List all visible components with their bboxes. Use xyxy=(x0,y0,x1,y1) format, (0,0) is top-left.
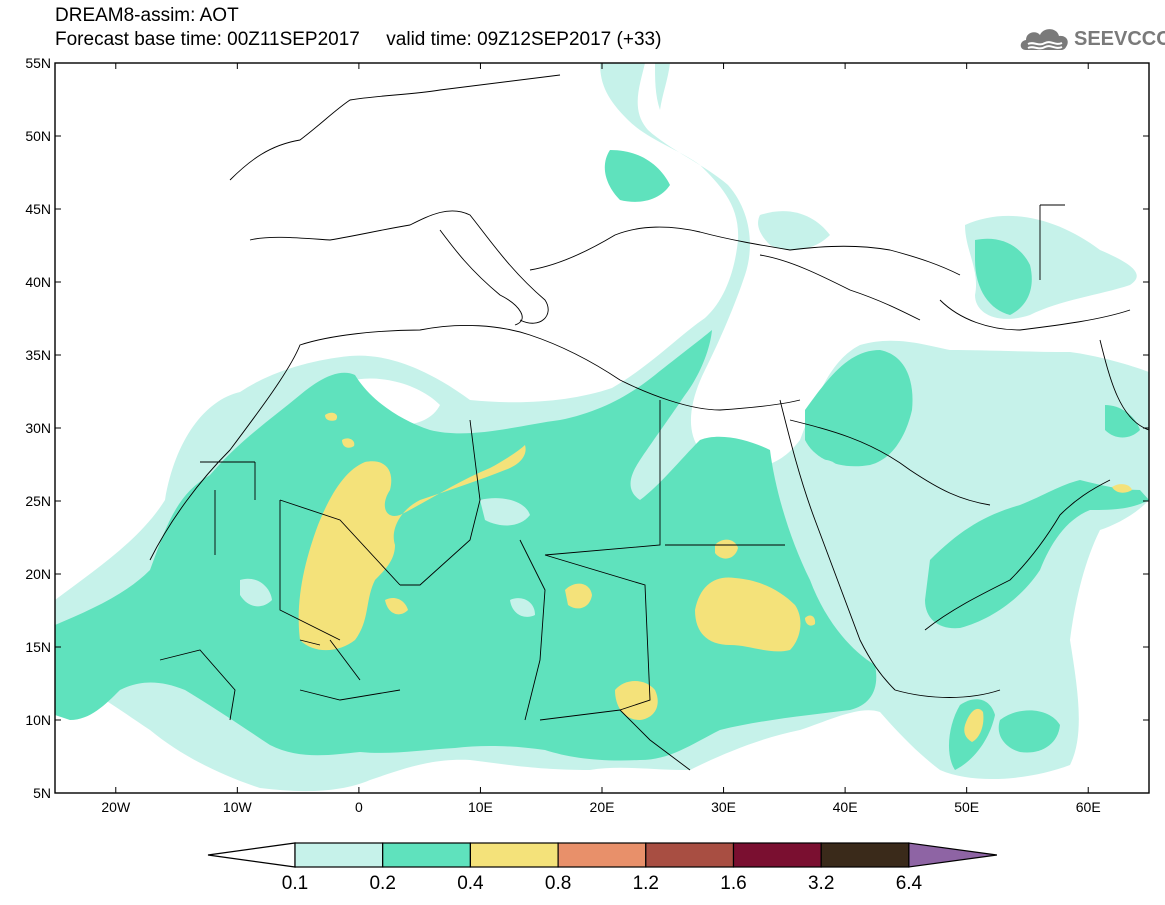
lon-tick-label: 50E xyxy=(954,799,979,815)
lat-tick-label: 55N xyxy=(25,55,51,71)
seevccc-logo: SEEVCCC xyxy=(1018,22,1165,56)
aot-field xyxy=(55,63,1149,792)
valid-time: valid time: 09Z12SEP2017 (+33) xyxy=(386,29,662,50)
colorbar-label: 1.6 xyxy=(720,873,746,894)
colorbar-label: 1.2 xyxy=(633,873,659,894)
lat-tick-label: 45N xyxy=(25,201,51,217)
lat-tick-label: 10N xyxy=(25,712,51,728)
colorbar-label: 0.4 xyxy=(457,873,484,894)
colorbar-high-arrow xyxy=(908,842,997,868)
lat-tick-label: 50N xyxy=(25,128,51,144)
colorbar-swatch xyxy=(294,842,384,868)
lat-tick-label: 25N xyxy=(25,493,51,509)
colorbar-label: 0.1 xyxy=(282,873,308,894)
lon-tick-label: 10W xyxy=(223,799,253,815)
colorbar-label: 0.2 xyxy=(369,873,395,894)
lon-tick-label: 30E xyxy=(711,799,736,815)
lon-tick-label: 0 xyxy=(355,799,363,815)
lat-tick-label: 35N xyxy=(25,347,51,363)
aot-gap-light xyxy=(240,459,842,617)
colorbar-swatch xyxy=(382,842,472,868)
colorbar-label: 3.2 xyxy=(808,873,834,894)
base-time: Forecast base time: 00Z11SEP2017 xyxy=(55,29,360,50)
lat-tick-label: 30N xyxy=(25,420,51,436)
lat-tick-label: 20N xyxy=(25,566,51,582)
lat-tick-label: 40N xyxy=(25,274,51,290)
lat-tick-label: 5N xyxy=(33,785,51,801)
cloud-icon xyxy=(1020,29,1068,50)
aot-band-0.2 xyxy=(55,150,1149,770)
axis-ticks xyxy=(55,62,1149,794)
lon-tick-label: 60E xyxy=(1076,799,1101,815)
country-borders xyxy=(149,74,1149,771)
aot-band-0.4 xyxy=(298,412,1132,742)
lat-tick-label: 15N xyxy=(25,639,51,655)
colorbar-swatch xyxy=(557,842,647,868)
colorbar-label: 6.4 xyxy=(896,873,923,894)
lon-tick-label: 10E xyxy=(468,799,493,815)
colorbar: 0.1 0.2 0.4 0.8 1.2 1.6 3.2 6.4 xyxy=(207,842,997,894)
lon-tick-label: 20W xyxy=(101,799,131,815)
logo-text: SEEVCCC xyxy=(1074,28,1165,50)
colorbar-low-arrow xyxy=(207,842,296,868)
colorbar-swatch xyxy=(645,842,735,868)
colorbar-label: 0.8 xyxy=(545,873,571,894)
lon-tick-label: 20E xyxy=(590,799,615,815)
colorbar-swatch xyxy=(469,842,559,868)
lon-tick-label: 40E xyxy=(833,799,858,815)
forecast-times: Forecast base time: 00Z11SEP2017 valid t… xyxy=(55,30,661,49)
map-title: DREAM8-assim: AOT xyxy=(55,5,239,26)
colorbar-swatch xyxy=(732,842,822,868)
colorbar-swatch xyxy=(820,842,910,868)
axis-tick-labels: 20W 10W 0 10E 20E 30E 40E 50E 60E 5N 10N 15N 20N 25N 3… xyxy=(25,55,1100,815)
